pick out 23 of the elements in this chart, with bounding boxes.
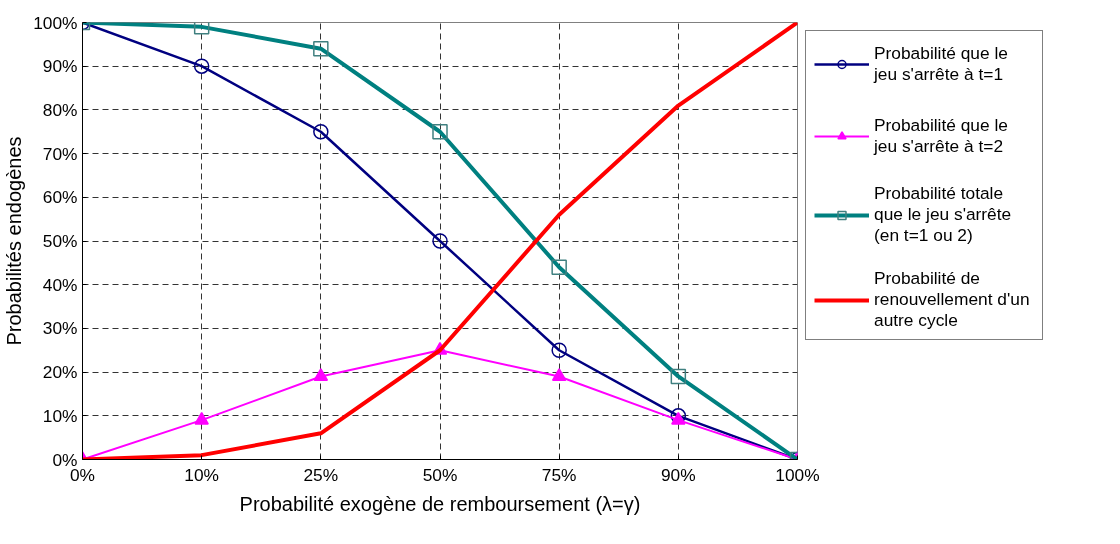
y-tick-label: 20% bbox=[42, 362, 78, 383]
y-tick-label: 50% bbox=[42, 231, 78, 251]
legend-label: Probabilité que le jeu s'arrête à t=2 bbox=[874, 114, 1009, 158]
y-tick-label: 70% bbox=[42, 143, 78, 164]
y-tick-label: 100% bbox=[33, 12, 78, 33]
x-axis-title: Probabilité exogène de remboursement (λ=γ) bbox=[239, 492, 641, 515]
y-tick-label: 80% bbox=[42, 99, 78, 120]
x-tick-label: 90% bbox=[660, 464, 696, 485]
y-tick-label: 40% bbox=[42, 274, 78, 295]
legend-label: Probabilité totale que le jeu s'arrête (en t=1 ou 2) bbox=[874, 183, 1013, 246]
x-tick-label: 10% bbox=[184, 464, 220, 485]
y-tick-label: 60% bbox=[42, 187, 78, 208]
y-tick-label: 90% bbox=[42, 56, 78, 77]
legend-label: Probabilité de renouvellement d'un autre cycle bbox=[874, 268, 1031, 331]
y-tick-label: 10% bbox=[42, 405, 78, 426]
y-axis-title: Probabilités endogènes bbox=[3, 136, 26, 346]
legend-label: Probabilité que le jeu s'arrête à t=1 bbox=[874, 42, 1009, 86]
x-tick-label: 50% bbox=[422, 464, 458, 485]
x-tick-label: 100% bbox=[775, 464, 820, 485]
x-tick-label: 75% bbox=[541, 464, 577, 485]
y-tick-label: 0% bbox=[52, 449, 78, 470]
x-tick-label: 25% bbox=[303, 464, 339, 485]
y-tick-label: 30% bbox=[42, 318, 78, 339]
